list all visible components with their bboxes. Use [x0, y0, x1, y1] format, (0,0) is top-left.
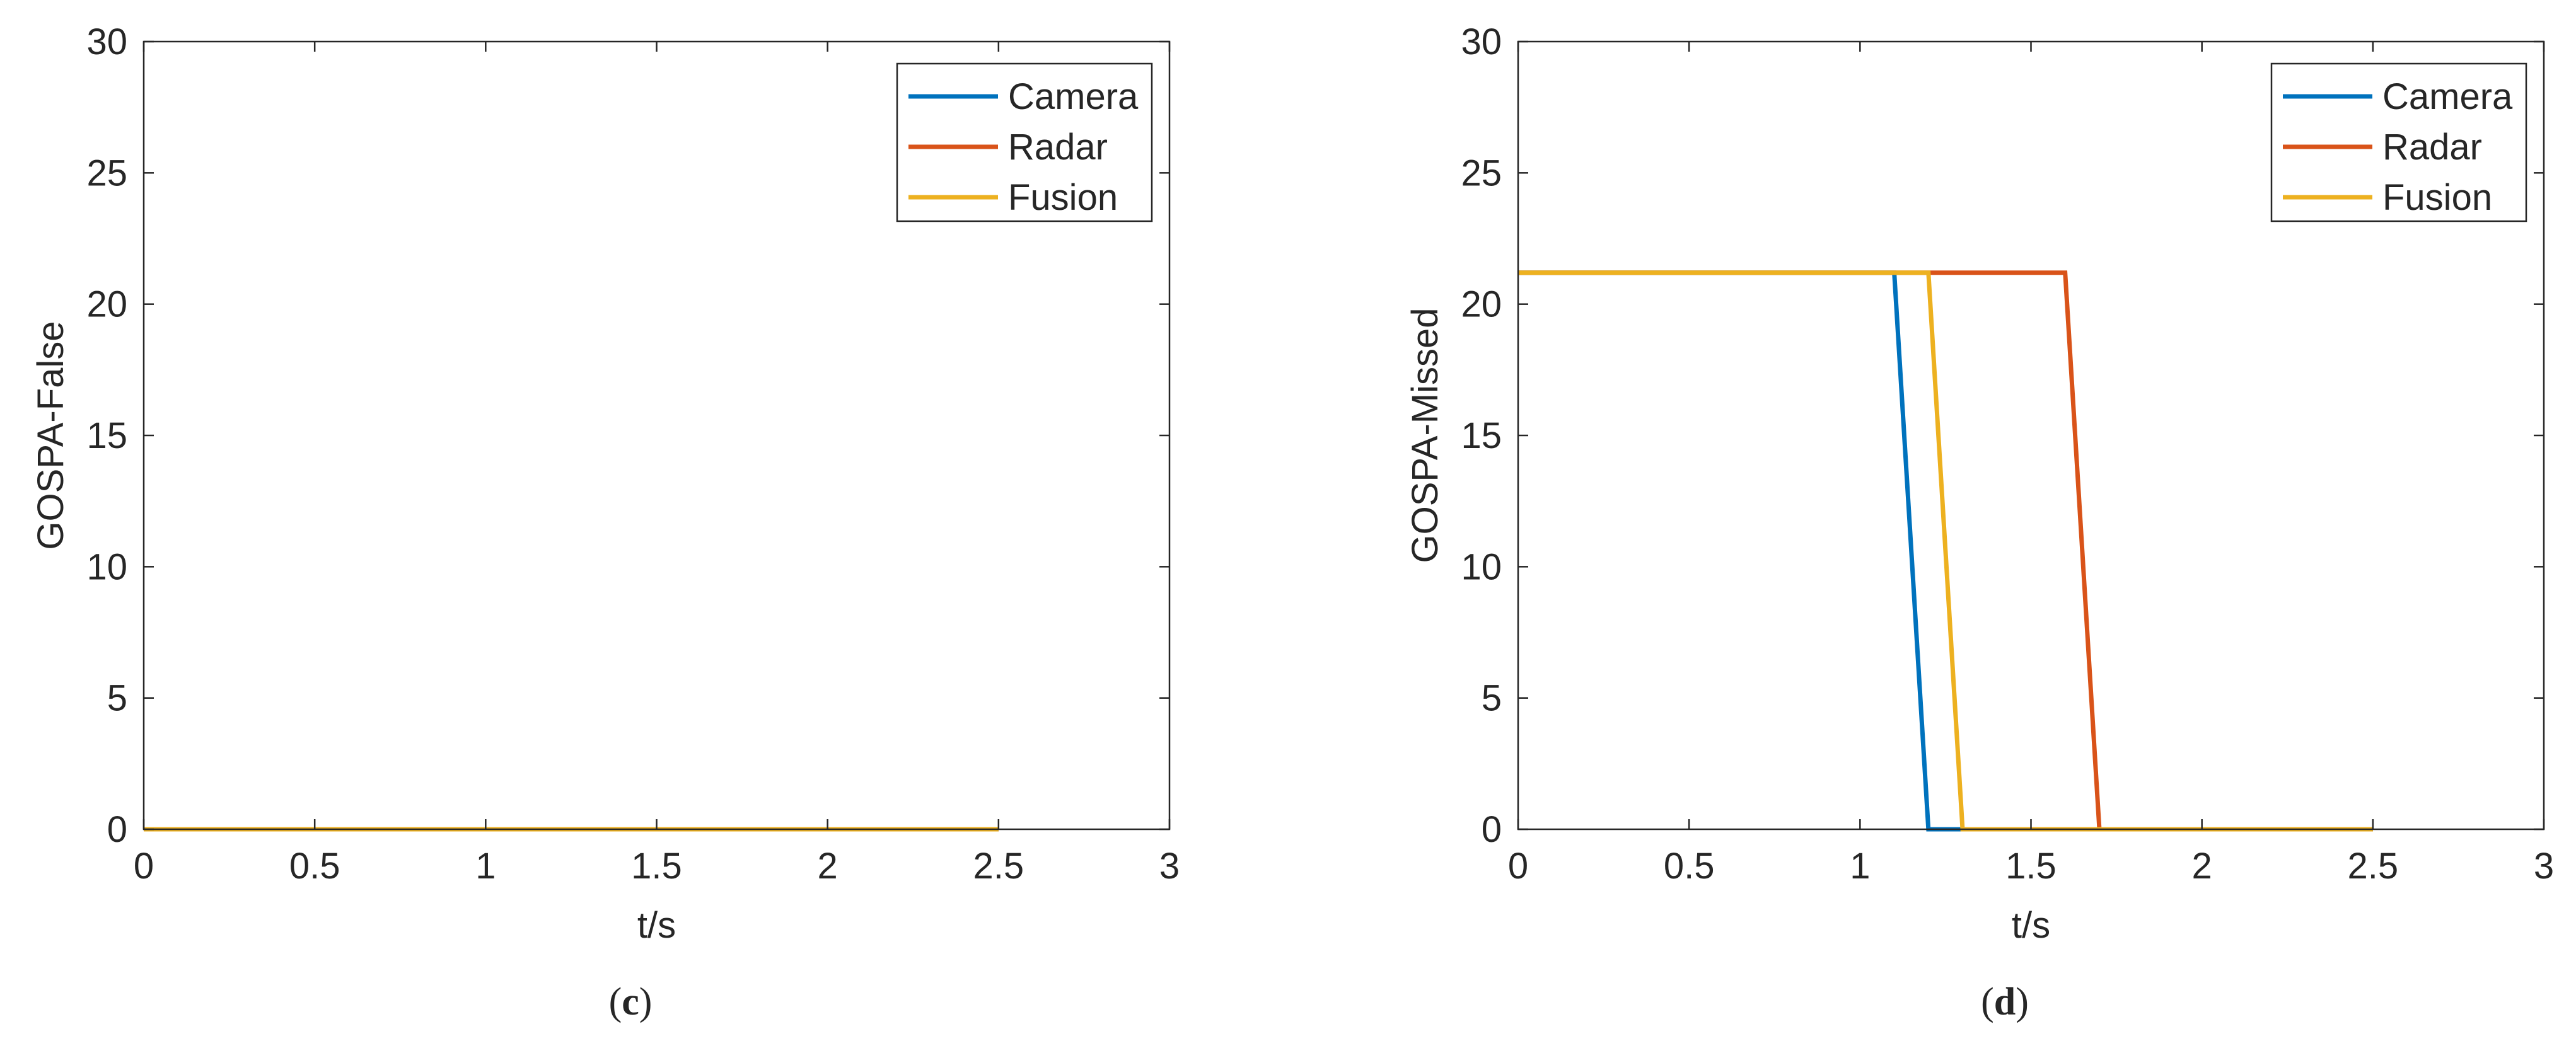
legend-label-camera: Camera	[2382, 76, 2513, 117]
y-tick-label: 15	[1461, 415, 1502, 456]
y-tick-label: 20	[86, 284, 127, 325]
caption-c-open: (	[609, 981, 622, 1023]
x-axis-label: t/s	[637, 905, 676, 946]
x-tick-label: 1.5	[631, 846, 682, 887]
x-axis-label: t/s	[2012, 905, 2050, 946]
y-tick-label: 25	[86, 152, 127, 193]
y-tick-label: 10	[86, 546, 127, 587]
y-tick-label: 5	[1482, 678, 1502, 719]
chart-panel-c: 0 0.5 1 1.5 2 2.5 3051015202530t/sGOSPA-FalseC…	[30, 21, 1180, 946]
x-tick-label: 0.5	[1664, 846, 1715, 887]
y-axis-label: GOSPA-False	[30, 321, 71, 549]
caption-d-open: (	[1981, 981, 1994, 1023]
x-tick-label: 0	[134, 846, 154, 887]
x-tick-label: 1	[1850, 846, 1870, 887]
x-tick-label: 1	[475, 846, 496, 887]
caption-d-letter: d	[1994, 981, 2016, 1023]
legend-label-fusion: Fusion	[1008, 177, 1118, 218]
x-tick-label: 3	[2534, 846, 2554, 887]
y-tick-label: 5	[107, 678, 127, 719]
caption-c-letter: c	[622, 981, 639, 1023]
x-tick-label: 2.5	[2348, 846, 2399, 887]
x-tick-label: 1.5	[2005, 846, 2057, 887]
y-axis-label: GOSPA-Missed	[1405, 308, 1446, 563]
x-tick-label: 2	[818, 846, 838, 887]
caption-d-close: )	[2016, 981, 2029, 1023]
caption-c: (c)	[609, 981, 653, 1023]
legend-label-camera: Camera	[1008, 76, 1139, 117]
caption-c-close: )	[639, 981, 653, 1023]
y-tick-label: 10	[1461, 546, 1502, 587]
y-tick-label: 25	[1461, 152, 1502, 193]
legend-label-radar: Radar	[2382, 127, 2482, 168]
legend-box	[2270, 62, 2527, 222]
legend-label-fusion: Fusion	[2382, 177, 2492, 218]
y-tick-label: 30	[1461, 21, 1502, 62]
caption-d: (d)	[1981, 981, 2029, 1023]
x-tick-label: 0	[1508, 846, 1528, 887]
y-tick-label: 0	[1482, 809, 1502, 850]
y-tick-label: 0	[107, 809, 127, 850]
legend-label-radar: Radar	[1008, 127, 1108, 168]
x-tick-label: 2	[2192, 846, 2212, 887]
y-tick-label: 15	[86, 415, 127, 456]
x-tick-label: 3	[1159, 846, 1180, 887]
legend-box	[896, 62, 1153, 222]
y-tick-label: 20	[1461, 284, 1502, 325]
x-tick-label: 0.5	[289, 846, 340, 887]
legend: Camera Radar Fusion	[2270, 62, 2527, 222]
y-tick-label: 30	[86, 21, 127, 62]
chart-panel-d: 0 0.5 1 1.5 2 2.5 3051015202530t/sGOSPA-Missed…	[1405, 21, 2554, 946]
legend: Camera Radar Fusion	[896, 62, 1153, 222]
x-tick-label: 2.5	[973, 846, 1024, 887]
